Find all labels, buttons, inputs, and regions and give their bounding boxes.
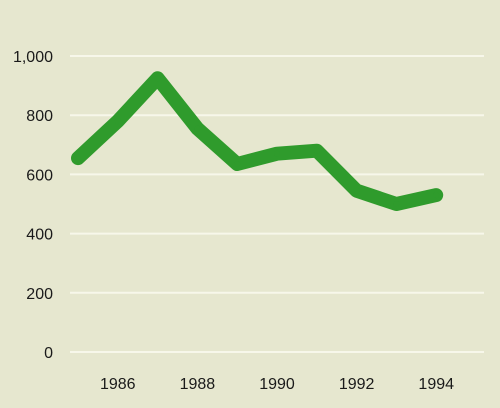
y-tick-label: 400	[26, 227, 53, 244]
y-tick-label: 200	[26, 286, 53, 303]
data-point	[234, 161, 241, 168]
data-point	[274, 150, 280, 157]
y-tick-label: 800	[26, 108, 53, 125]
data-point	[114, 118, 121, 125]
data-point	[313, 147, 320, 154]
grid-lines	[70, 55, 484, 353]
data-point	[353, 187, 360, 194]
x-tick-label: 1994	[418, 376, 454, 393]
data-point	[74, 155, 81, 162]
data-point	[393, 201, 400, 207]
x-axis-tick-labels: 1986 1988 1990 1992 1994	[100, 376, 454, 393]
y-tick-label: 0	[44, 345, 53, 362]
x-tick-label: 1988	[180, 376, 216, 393]
x-tick-label: 1986	[100, 376, 136, 393]
series-line	[71, 71, 444, 211]
data-point	[154, 75, 161, 82]
series-group	[71, 71, 444, 211]
y-axis-tick-labels: 0 200 400 600 800 1,000	[13, 49, 53, 362]
data-point	[433, 192, 440, 199]
y-tick-label: 600	[26, 167, 53, 184]
x-tick-label: 1990	[259, 376, 295, 393]
data-point	[194, 125, 201, 132]
x-tick-label: 1992	[339, 376, 375, 393]
y-tick-label: 1,000	[13, 49, 53, 66]
